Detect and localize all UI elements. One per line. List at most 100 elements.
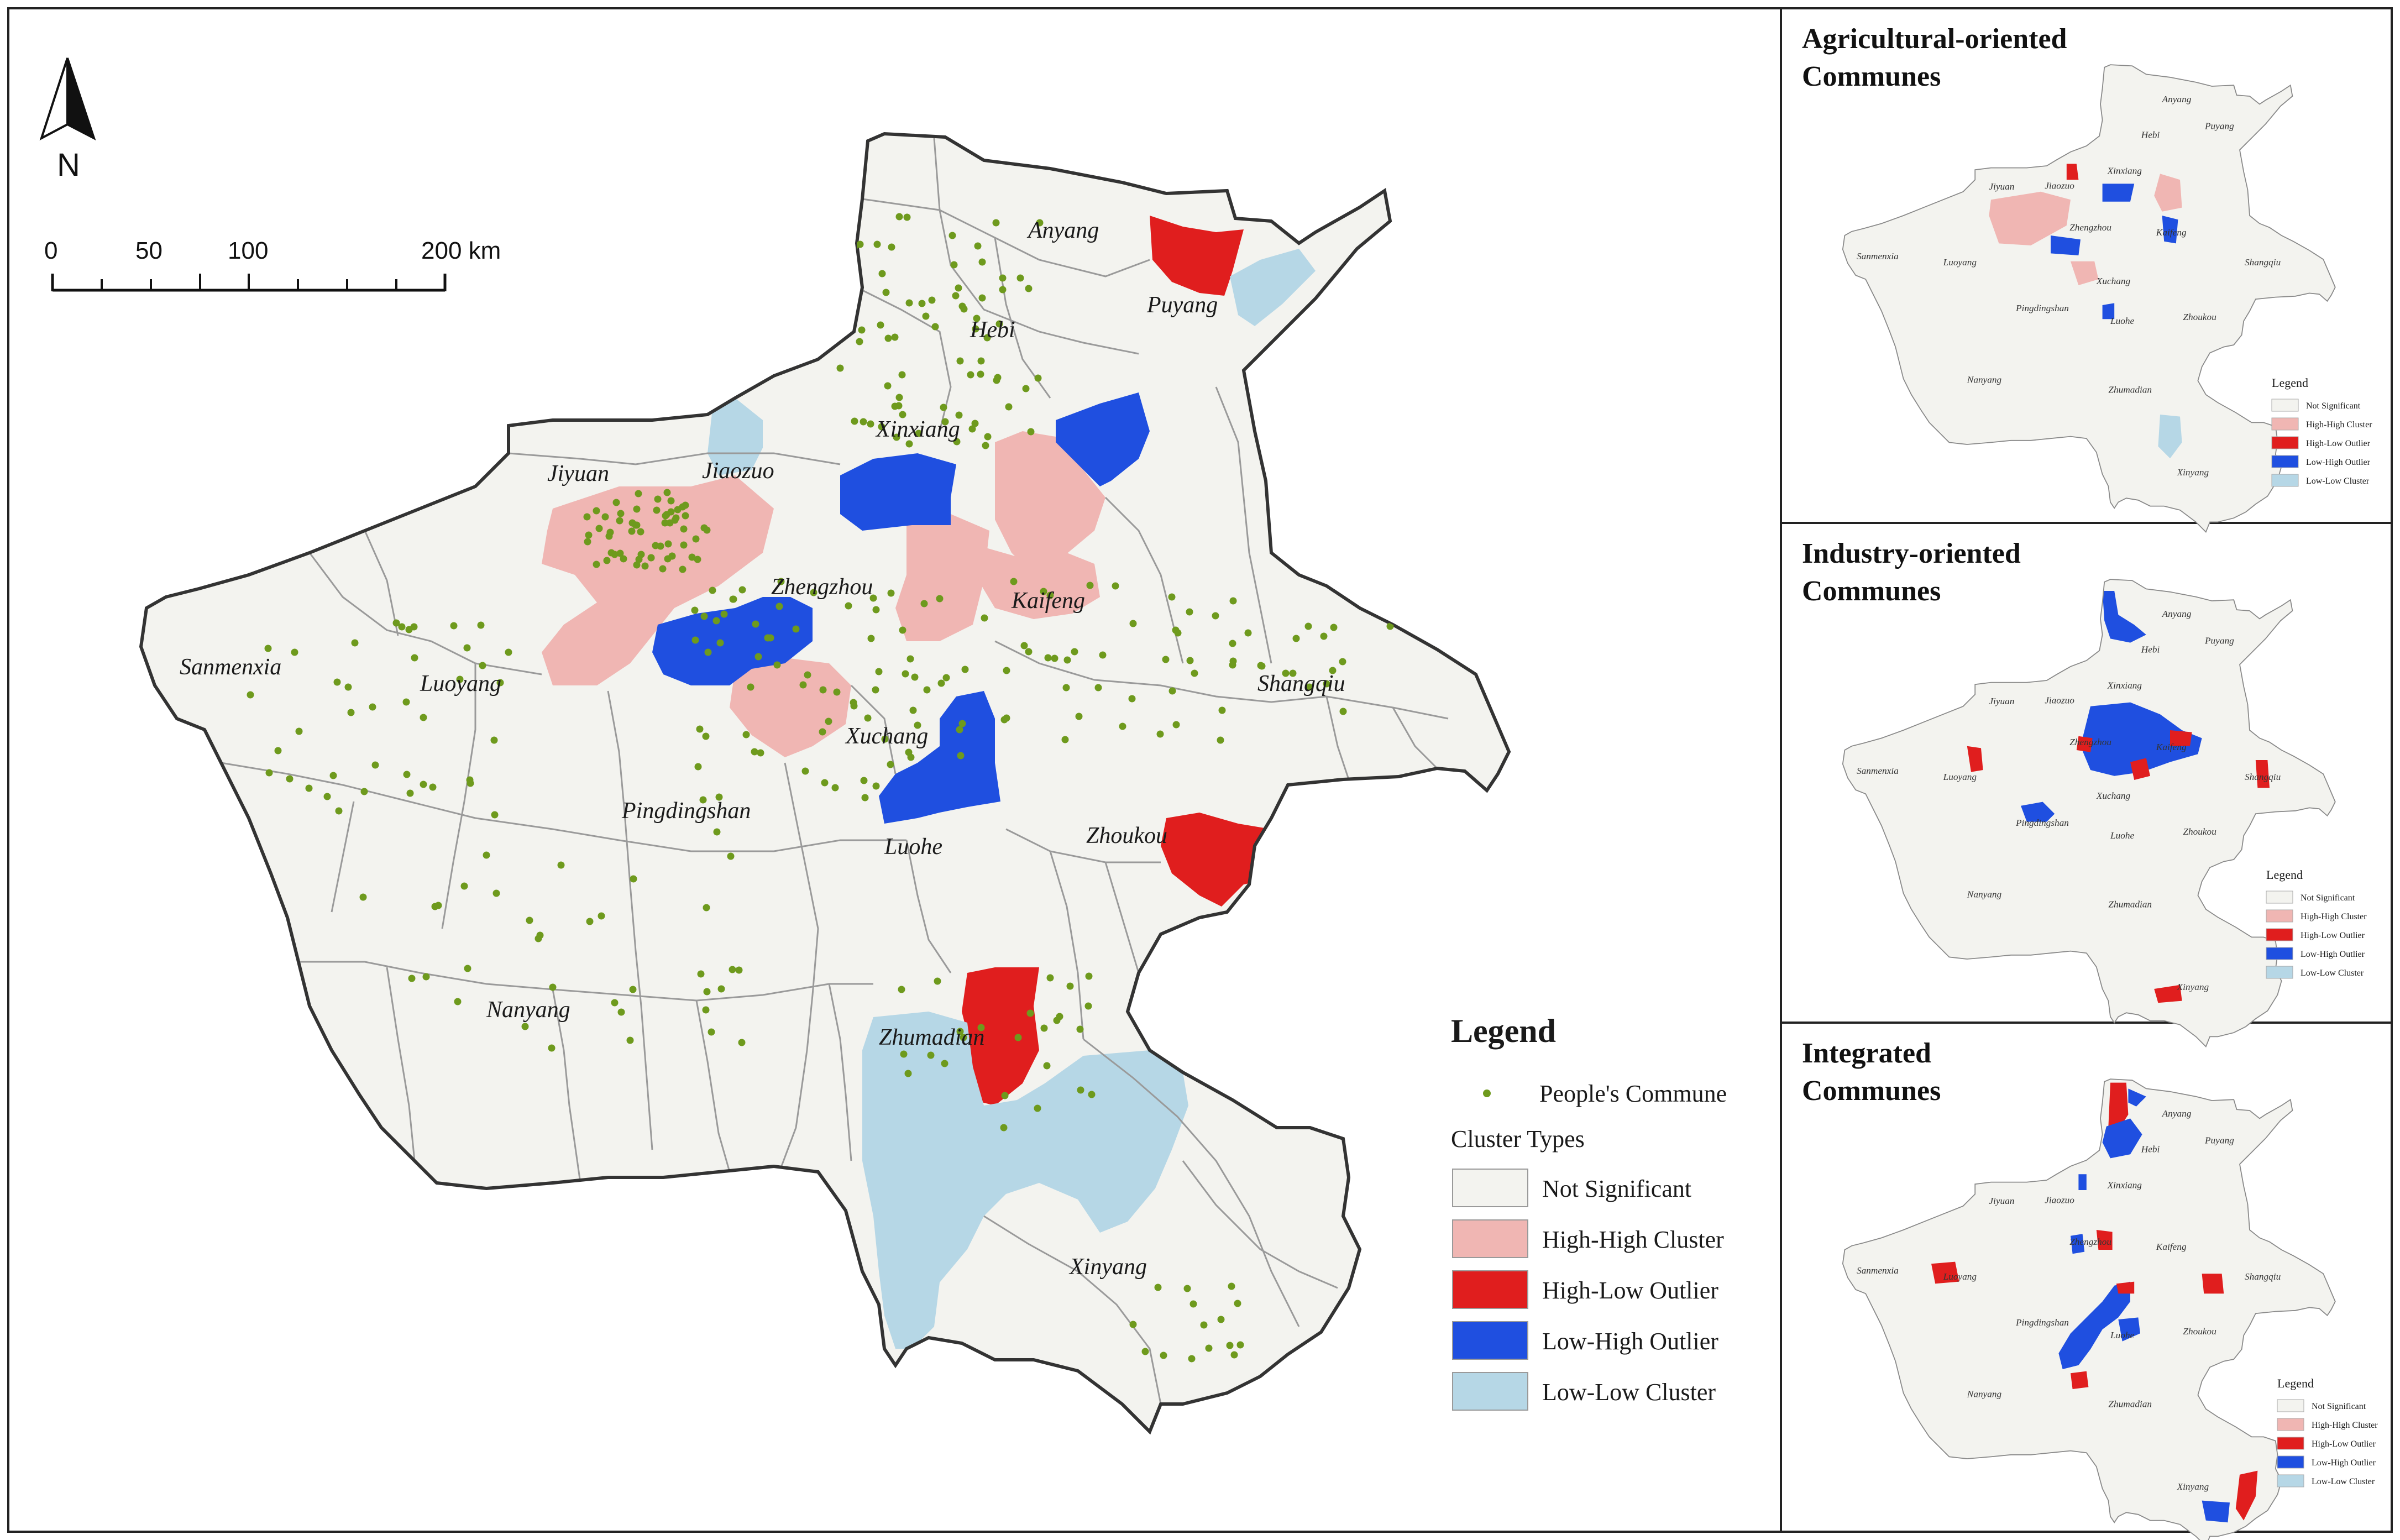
commune-dot <box>1160 1352 1167 1359</box>
mini-legend-label: High-Low Outlier <box>2312 1439 2376 1449</box>
mini-legend-swatch <box>2266 966 2293 979</box>
commune-dot <box>598 912 605 920</box>
mini-city-label: Sanmenxia <box>1857 1265 1899 1276</box>
commune-dot <box>521 1023 529 1030</box>
commune-dot <box>899 626 906 634</box>
commune-dot <box>335 807 343 815</box>
commune-dot <box>633 561 641 569</box>
commune-dot <box>727 852 735 860</box>
commune-dot <box>881 735 889 743</box>
commune-dot <box>819 728 826 736</box>
commune-dot <box>821 779 829 787</box>
panel-title: Communes <box>1802 61 1941 92</box>
commune-dot <box>450 622 458 630</box>
mini-city-label: Zhoukou <box>2183 312 2216 322</box>
legend-item-label: High-High Cluster <box>1542 1226 1724 1253</box>
mini-city-label: Kaifeng <box>2156 742 2187 752</box>
mini-city-label: Anyang <box>2162 609 2192 619</box>
commune-dot <box>682 512 689 520</box>
region-high-low <box>1161 813 1282 907</box>
commune-dot <box>704 648 712 656</box>
cluster-regions <box>542 216 1316 1349</box>
mini-city-label: Pingdingshan <box>2015 303 2069 313</box>
commune-dot <box>703 904 710 912</box>
commune-dot <box>1010 578 1018 585</box>
commune-dot <box>977 357 985 365</box>
mini-city-label: Nanyang <box>1967 1389 2002 1399</box>
commune-dot <box>467 779 474 787</box>
commune-dot <box>585 531 593 539</box>
commune-dot <box>1174 629 1182 637</box>
commune-dot <box>584 538 591 546</box>
commune-dot <box>1061 736 1069 743</box>
commune-dot <box>696 725 704 733</box>
mini-province-base <box>1842 1079 2335 1540</box>
commune-dot <box>836 364 844 372</box>
commune-dot <box>898 986 905 993</box>
commune-dot <box>878 270 886 277</box>
legend-swatch <box>1452 1219 1528 1258</box>
commune-dot <box>856 338 863 345</box>
commune-dot <box>1040 1024 1048 1032</box>
mini-city-label: Jiyuan <box>1989 181 2014 192</box>
commune-dot <box>1043 1062 1051 1070</box>
commune-dot <box>679 565 687 573</box>
mini-province-base <box>1842 65 2335 532</box>
mini-city-label: Zhumadian <box>2108 384 2152 395</box>
commune-dot <box>557 861 565 869</box>
mini-city-label: Zhengzhou <box>2069 222 2111 233</box>
mini-legend-swatch <box>2271 399 2299 412</box>
mini-legend-label: High-Low Outlier <box>2306 439 2371 448</box>
commune-dot <box>981 614 988 622</box>
commune-dot <box>1168 687 1176 695</box>
commune-dot <box>1000 1124 1008 1132</box>
panel-title: Communes <box>1802 1075 1941 1107</box>
commune-dot <box>972 325 979 333</box>
mini-city-label: Xinxiang <box>2107 1180 2142 1190</box>
commune-dot <box>825 717 832 725</box>
commune-dot <box>845 602 852 610</box>
commune-dot <box>1036 219 1044 227</box>
commune-dot <box>941 1060 949 1067</box>
commune-dot <box>999 286 1007 294</box>
mini-city-label: Puyang <box>2204 1135 2234 1145</box>
mini-city-label: Xinyang <box>2177 982 2209 992</box>
commune-dot <box>1306 683 1313 691</box>
commune-dot <box>799 681 807 689</box>
commune-dot <box>351 639 359 647</box>
commune-dot <box>1066 982 1074 990</box>
legend: Legend People's Commune Cluster Types No… <box>1451 1013 1727 1411</box>
commune-dot <box>729 966 736 973</box>
commune-dot <box>593 507 600 515</box>
legend-point-label: People's Commune <box>1539 1080 1727 1107</box>
commune-dot <box>635 490 642 497</box>
commune-dot <box>931 323 939 331</box>
commune-dot <box>691 606 699 614</box>
mini-legend-label: Low-Low Cluster <box>2301 968 2364 978</box>
legend-swatch <box>1452 1321 1528 1360</box>
commune-dot <box>291 648 298 656</box>
legend-items: Not Significant High-High Cluster High-Low… <box>1452 1169 1724 1411</box>
mini-legend-title: Legend <box>2272 376 2308 390</box>
mini-city-label: Jiyuan <box>1989 1196 2014 1206</box>
commune-dot <box>899 411 906 418</box>
commune-dot <box>247 691 254 699</box>
commune-dot <box>1112 582 1119 590</box>
mini-legend-label: Low-Low Cluster <box>2312 1477 2375 1486</box>
region-low-low <box>708 398 763 475</box>
region-low-high <box>840 453 956 531</box>
commune-dot <box>1022 385 1030 392</box>
commune-dot <box>937 679 945 687</box>
commune-dot <box>1191 669 1198 677</box>
commune-dot <box>1244 629 1252 637</box>
mini-region <box>2058 1281 2130 1369</box>
commune-dot <box>928 296 936 304</box>
commune-dot <box>408 975 416 982</box>
commune-dot <box>888 243 895 251</box>
mini-legend-swatch <box>2266 947 2293 960</box>
commune-dot <box>956 357 964 365</box>
commune-dot <box>869 594 877 602</box>
mini-region <box>2130 758 2150 780</box>
commune-dot <box>664 540 672 548</box>
commune-dot <box>895 213 903 221</box>
